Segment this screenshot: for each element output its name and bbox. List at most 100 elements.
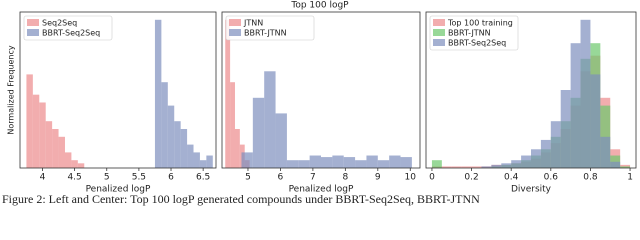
histogram-bar: [366, 155, 378, 168]
legend-box: [429, 15, 519, 51]
histogram-bar: [26, 74, 33, 168]
x-tick-label: 1: [627, 173, 633, 183]
legend-label: BBRT-JTNN: [244, 29, 287, 38]
histogram-bar: [441, 166, 452, 168]
histogram-bar: [167, 105, 175, 168]
figure-title: Top 100 logP: [290, 1, 349, 11]
histogram-bar: [275, 113, 287, 168]
legend-swatch: [433, 29, 445, 36]
histogram-bar: [600, 136, 611, 168]
plot-frame: [221, 11, 421, 169]
legend-swatch: [229, 19, 241, 26]
plot-frame: [425, 11, 637, 169]
histogram-bar: [286, 160, 299, 168]
histogram-bar: [511, 160, 522, 168]
legend-swatch: [433, 19, 445, 26]
y-axis-label: Normalized Frequency: [7, 45, 16, 135]
x-axis-label: Penalized logP: [289, 185, 354, 195]
x-tick-label: 0.2: [464, 173, 478, 183]
histogram-bar: [298, 160, 310, 168]
histogram-bar: [461, 166, 472, 168]
histogram-bar: [521, 155, 531, 168]
histogram-bar: [610, 161, 621, 168]
histogram-bar: [199, 160, 207, 168]
figure: Top 100 logP Figure 2: Left and Center: …: [2, 1, 637, 206]
histogram-bar: [570, 43, 581, 169]
x-tick-label: 10: [405, 173, 417, 183]
histogram-bar: [45, 121, 53, 168]
x-tick-label: 8: [342, 173, 348, 183]
histogram-bar: [252, 97, 265, 168]
legend-label: Seq2Seq: [42, 19, 77, 28]
legend-swatch: [433, 39, 445, 46]
histogram-bar: [52, 129, 59, 168]
histogram-bar: [389, 155, 401, 168]
x-tick-label: 0.6: [544, 173, 559, 183]
x-tick-label: 5.5: [132, 173, 146, 183]
x-tick-label: 6: [278, 173, 284, 183]
legend-swatch: [27, 19, 39, 26]
histogram-bar: [161, 82, 168, 168]
x-tick-label: 0.8: [583, 173, 598, 183]
histogram-bar: [230, 82, 235, 168]
histogram-bar: [206, 155, 213, 168]
histogram-bar: [343, 157, 356, 168]
histogram-bar: [180, 129, 188, 168]
histogram-bar: [174, 121, 181, 168]
x-tick-label: 6.5: [196, 173, 210, 183]
histogram-bar: [355, 160, 367, 168]
histogram-bar: [332, 155, 344, 168]
legend-label: Top 100 training: [447, 19, 513, 28]
histogram-bar: [540, 139, 551, 168]
histogram-bar: [225, 19, 231, 168]
x-tick-label: 0.4: [504, 173, 519, 183]
histogram-bar: [154, 19, 162, 168]
x-axis-label: Diversity: [511, 185, 552, 195]
x-tick-label: 4.5: [67, 173, 81, 183]
x-tick-label: 9: [375, 173, 381, 183]
histogram-bar: [39, 102, 46, 168]
histogram-bar: [32, 94, 40, 168]
x-tick-label: 5: [245, 173, 251, 183]
legend-box: [225, 15, 315, 41]
legend-label: JTNN: [243, 19, 263, 28]
histogram-bar: [550, 121, 561, 168]
caption: Figure 2: Left and Center: Top 100 logP …: [2, 192, 480, 206]
histogram-bar: [64, 152, 72, 168]
histogram-bar: [241, 152, 253, 168]
x-tick-label: 4: [40, 173, 46, 183]
histogram-bar: [491, 164, 502, 168]
histogram-bar: [58, 136, 65, 168]
histogram-bar: [471, 166, 482, 168]
histogram-bar: [590, 74, 601, 168]
histogram-bar: [321, 157, 333, 168]
plot-frame: [19, 11, 217, 169]
legend-label: BBRT-Seq2Seq: [42, 29, 100, 38]
x-axis-label: Penalized logP: [86, 185, 151, 195]
histogram-bar: [400, 157, 412, 168]
x-tick-label: 6: [168, 173, 174, 183]
histogram-bar: [264, 71, 276, 168]
histogram-bar: [187, 144, 194, 168]
legend-label: BBRT-Seq2Seq: [448, 39, 506, 48]
legend-box: [23, 15, 113, 41]
histogram-bar: [309, 155, 321, 168]
x-tick-label: 0: [429, 173, 435, 183]
histogram-bar: [560, 90, 571, 168]
histogram-bar: [431, 160, 442, 168]
legend-label: BBRT-JTNN: [448, 29, 491, 38]
histogram-bar: [234, 129, 240, 168]
histogram-bar: [77, 163, 85, 168]
histogram-bar: [377, 160, 390, 168]
histogram-bar: [71, 160, 78, 168]
legend-swatch: [27, 29, 39, 36]
histogram-bar: [531, 149, 541, 168]
histogram-bar: [501, 163, 512, 168]
histogram-bar: [451, 166, 462, 168]
histogram-bar: [580, 19, 591, 168]
histogram-bar: [481, 166, 492, 168]
x-tick-label: 7: [310, 173, 316, 183]
legend-swatch: [229, 29, 241, 36]
x-tick-label: 5: [104, 173, 110, 183]
histogram-bar: [193, 152, 200, 168]
